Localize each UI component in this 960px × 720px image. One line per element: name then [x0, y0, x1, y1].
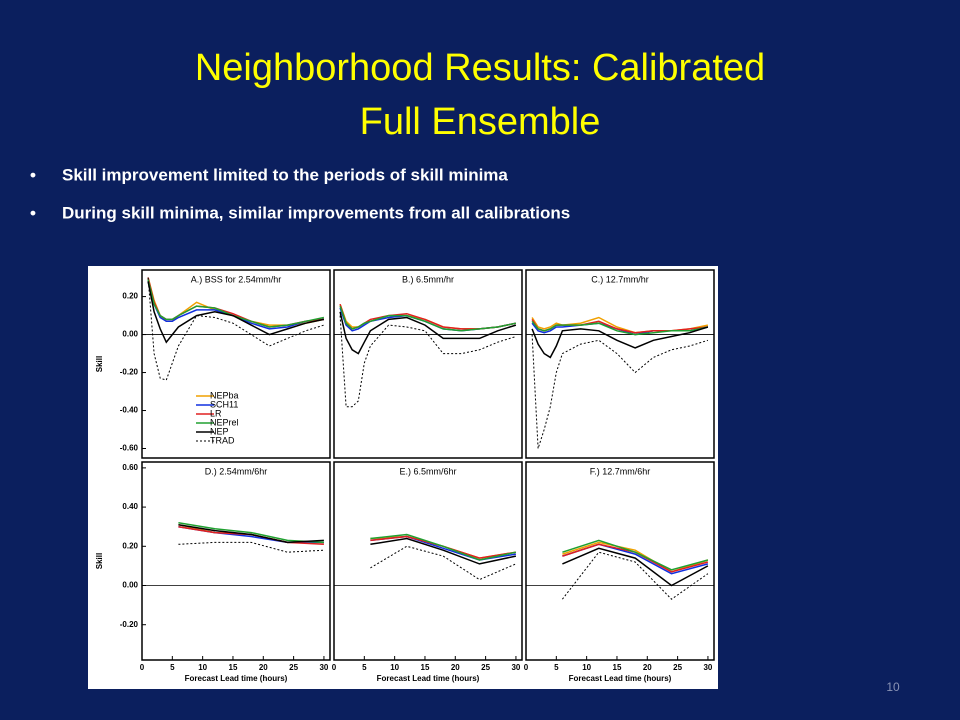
x-tick-label: 20 — [643, 663, 652, 672]
x-tick-label: 0 — [524, 663, 529, 672]
x-axis-label: Forecast Lead time (hours) — [185, 674, 288, 683]
bullet-dot: • — [30, 165, 36, 184]
legend-label: NEP — [210, 426, 229, 436]
series-line — [562, 539, 709, 571]
x-tick-label: 0 — [140, 663, 145, 672]
series-line — [370, 533, 517, 561]
page-number: 10 — [886, 680, 900, 694]
panel-title: E.) 6.5mm/6hr — [399, 466, 456, 476]
series-line — [339, 315, 517, 408]
panel-title: C.) 12.7mm/hr — [591, 274, 649, 284]
legend-label: LR — [210, 408, 222, 418]
y-tick-label: -0.60 — [120, 444, 139, 453]
x-tick-label: 10 — [390, 663, 399, 672]
panel-frame — [333, 461, 523, 661]
x-tick-label: 10 — [582, 663, 591, 672]
x-tick-label: 15 — [229, 663, 238, 672]
series-line — [531, 320, 709, 336]
y-tick-label: 0.00 — [122, 330, 138, 339]
slide-title: Full Ensemble — [360, 101, 601, 143]
x-tick-label: 5 — [170, 663, 175, 672]
y-tick-label: -0.40 — [120, 406, 139, 415]
legend-label: SCH11 — [210, 399, 238, 409]
x-tick-label: 15 — [421, 663, 430, 672]
legend-label: TRAD — [210, 435, 235, 445]
x-tick-label: 25 — [481, 663, 490, 672]
panel-frame — [141, 269, 331, 459]
legend-label: NEPba — [210, 390, 239, 400]
series-line — [339, 311, 517, 355]
panel-frame — [141, 461, 331, 661]
figure-background — [88, 266, 718, 689]
x-tick-label: 0 — [332, 663, 337, 672]
panel-title: B.) 6.5mm/hr — [402, 274, 454, 284]
series-line — [178, 541, 324, 553]
slide-title: Neighborhood Results: Calibrated — [195, 47, 765, 89]
y-axis-label: Skill — [95, 356, 104, 372]
series-line — [562, 551, 709, 600]
y-axis-label: Skill — [95, 553, 104, 569]
y-tick-label: 0.40 — [122, 502, 138, 511]
series-line — [562, 547, 709, 587]
panel-title: A.) BSS for 2.54mm/hr — [191, 274, 282, 284]
y-tick-label: 0.20 — [122, 292, 138, 301]
bullet: Skill improvement limited to the periods… — [62, 165, 508, 184]
panel-frame — [525, 461, 715, 661]
x-axis-label: Forecast Lead time (hours) — [377, 674, 480, 683]
series-line — [531, 326, 709, 359]
x-axis-label: Forecast Lead time (hours) — [569, 674, 672, 683]
panel-title: F.) 12.7mm/6hr — [590, 466, 651, 476]
x-tick-label: 25 — [673, 663, 682, 672]
series-line — [370, 537, 517, 565]
series-line — [370, 545, 517, 581]
y-tick-label: 0.00 — [122, 581, 138, 590]
x-tick-label: 30 — [319, 663, 328, 672]
series-line — [147, 281, 324, 330]
y-tick-label: 0.20 — [122, 541, 138, 550]
series-line — [531, 334, 709, 449]
x-tick-label: 15 — [613, 663, 622, 672]
series-line — [178, 523, 324, 544]
x-tick-label: 5 — [362, 663, 367, 672]
x-tick-label: 10 — [198, 663, 207, 672]
x-tick-label: 30 — [703, 663, 712, 672]
panel-title: D.) 2.54mm/6hr — [205, 466, 268, 476]
legend-label: NEPrel — [210, 417, 239, 427]
x-tick-label: 5 — [554, 663, 559, 672]
x-tick-label: 20 — [259, 663, 268, 672]
y-tick-label: -0.20 — [120, 368, 139, 377]
series-line — [147, 279, 325, 328]
x-tick-label: 20 — [451, 663, 460, 672]
x-tick-label: 25 — [289, 663, 298, 672]
y-tick-label: 0.60 — [122, 463, 138, 472]
bullet-dot: • — [30, 203, 36, 222]
series-line — [147, 277, 325, 381]
series-line — [339, 305, 517, 332]
panel-frame — [333, 269, 523, 459]
y-tick-label: -0.20 — [120, 620, 139, 629]
x-tick-label: 30 — [511, 663, 520, 672]
bullet: During skill minima, similar improvement… — [62, 203, 570, 222]
series-line — [147, 281, 325, 344]
panel-frame — [525, 269, 715, 459]
